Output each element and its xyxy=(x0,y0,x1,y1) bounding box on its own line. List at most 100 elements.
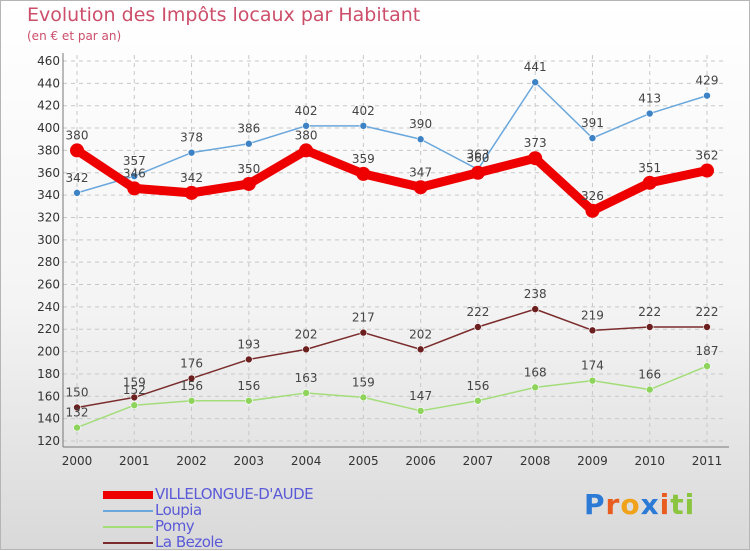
y-tick-label-380: 380 xyxy=(37,143,60,157)
data-label-la-bezole-2004: 202 xyxy=(295,327,318,341)
point-pomy-2001 xyxy=(130,401,139,410)
legend-label-pomy: Pomy xyxy=(155,517,195,535)
data-label-loupia-2010: 413 xyxy=(638,92,661,106)
x-tick-label-2007: 2007 xyxy=(463,454,494,468)
proxiti-logo: Proxiti xyxy=(584,488,695,521)
point-la-bezole-2000 xyxy=(73,403,81,412)
data-label-villelongue-d-aude-2004: 380 xyxy=(295,128,318,142)
point-villelongue-d-aude-2006 xyxy=(413,180,428,195)
y-tick-label-160: 160 xyxy=(37,389,60,403)
point-pomy-2004 xyxy=(302,389,310,397)
point-villelongue-d-aude-2000 xyxy=(70,143,84,158)
data-label-pomy-2011: 187 xyxy=(696,344,719,358)
point-la-bezole-2011 xyxy=(703,323,711,331)
legend-swatch-la-bezole xyxy=(103,542,153,544)
data-label-loupia-2005: 402 xyxy=(352,104,375,118)
data-label-la-bezole-2009: 219 xyxy=(581,308,604,322)
x-tick-label-2004: 2004 xyxy=(291,454,322,468)
series-lines xyxy=(70,78,714,432)
y-tick-label-400: 400 xyxy=(37,121,60,135)
data-label-villelongue-d-aude-2011: 362 xyxy=(696,149,719,163)
logo-letter: x xyxy=(640,488,660,521)
y-tick-label-440: 440 xyxy=(37,76,60,90)
point-villelongue-d-aude-2008 xyxy=(528,151,543,166)
data-label-la-bezole-2002: 176 xyxy=(180,356,203,370)
legend-swatch-villelongue xyxy=(103,491,153,499)
point-la-bezole-2001 xyxy=(130,393,139,402)
data-label-pomy-2004: 163 xyxy=(295,371,318,385)
data-label-loupia-2004: 402 xyxy=(295,104,318,118)
point-villelongue-d-aude-2003 xyxy=(241,176,256,191)
y-tick-label-180: 180 xyxy=(37,367,60,381)
point-villelongue-d-aude-2010 xyxy=(642,175,657,190)
data-label-la-bezole-2005: 217 xyxy=(352,311,375,325)
series-line-la-bezole xyxy=(76,308,708,409)
y-tick-label-320: 320 xyxy=(37,210,60,224)
data-label-loupia-2002: 378 xyxy=(180,131,203,145)
logo-letter: i xyxy=(684,488,696,521)
y-tick-label-200: 200 xyxy=(37,345,60,359)
logo-letter: i xyxy=(659,488,671,521)
point-loupia-2003 xyxy=(245,139,253,148)
data-label-villelongue-d-aude-2009: 326 xyxy=(581,189,604,203)
data-label-pomy-2006: 147 xyxy=(409,389,432,403)
point-loupia-2010 xyxy=(645,109,654,118)
y-tick-label-300: 300 xyxy=(37,233,60,247)
chart-title: Evolution des Impôts locaux par Habitant xyxy=(27,4,421,26)
x-tick-label-2003: 2003 xyxy=(234,454,265,468)
logo-letter: P xyxy=(584,488,606,521)
data-label-pomy-2003: 156 xyxy=(237,379,260,393)
legend-swatch-loupia xyxy=(103,510,153,512)
data-label-loupia-2008: 441 xyxy=(524,60,547,74)
point-loupia-2000 xyxy=(73,189,81,197)
data-label-villelongue-d-aude-2001: 346 xyxy=(123,166,146,180)
point-loupia-2006 xyxy=(416,135,425,144)
y-tick-label-340: 340 xyxy=(37,188,60,202)
y-tick-label-120: 120 xyxy=(37,434,60,448)
point-pomy-2005 xyxy=(359,393,368,402)
data-label-pomy-2009: 174 xyxy=(581,359,604,373)
data-label-pomy-2002: 156 xyxy=(180,379,203,393)
y-tick-label-360: 360 xyxy=(37,166,60,180)
data-label-la-bezole-2010: 222 xyxy=(638,305,661,319)
data-label-villelongue-d-aude-2006: 347 xyxy=(409,165,432,179)
point-villelongue-d-aude-2002 xyxy=(184,185,199,200)
point-pomy-2007 xyxy=(474,396,482,405)
point-loupia-2001 xyxy=(130,172,139,180)
point-la-bezole-2006 xyxy=(416,345,425,354)
point-loupia-2002 xyxy=(187,148,196,157)
y-tick-label-460: 460 xyxy=(37,54,60,68)
data-label-pomy-2007: 156 xyxy=(466,379,489,393)
point-pomy-2000 xyxy=(73,423,81,432)
point-pomy-2009 xyxy=(588,376,597,385)
axes: 1201401601802002202402602803003203403603… xyxy=(37,53,729,468)
chart-subtitle: (en € et par an) xyxy=(27,29,122,43)
data-label-villelongue-d-aude-2005: 359 xyxy=(352,152,375,166)
x-tick-label-2010: 2010 xyxy=(634,454,665,468)
point-pomy-2008 xyxy=(531,383,539,392)
data-label-loupia-2009: 391 xyxy=(581,116,604,130)
point-pomy-2010 xyxy=(645,385,654,394)
series-line-pomy xyxy=(76,365,708,429)
data-label-loupia-2003: 386 xyxy=(237,122,260,136)
data-label-la-bezole-2007: 222 xyxy=(466,305,489,319)
legend-label-villelongue: VILLELONGUE-D'AUDE xyxy=(155,485,314,503)
x-tick-label-2009: 2009 xyxy=(577,454,608,468)
data-label-la-bezole-2006: 202 xyxy=(409,327,432,341)
legend-label-loupia: Loupia xyxy=(155,501,202,519)
point-la-bezole-2009 xyxy=(588,326,597,335)
point-la-bezole-2007 xyxy=(474,323,482,331)
data-label-loupia-2001: 357 xyxy=(123,154,146,168)
x-tick-label-2001: 2001 xyxy=(119,454,150,468)
y-tick-label-420: 420 xyxy=(37,99,60,113)
data-label-la-bezole-2011: 222 xyxy=(696,305,719,319)
x-tick-label-2011: 2011 xyxy=(692,454,723,468)
point-pomy-2002 xyxy=(187,396,196,405)
y-tick-label-140: 140 xyxy=(37,412,60,426)
point-villelongue-d-aude-2007 xyxy=(470,165,485,180)
point-pomy-2006 xyxy=(416,407,425,415)
logo-letter: r xyxy=(605,488,621,521)
data-label-pomy-2005: 159 xyxy=(352,375,375,389)
data-label-loupia-2006: 390 xyxy=(409,117,432,131)
